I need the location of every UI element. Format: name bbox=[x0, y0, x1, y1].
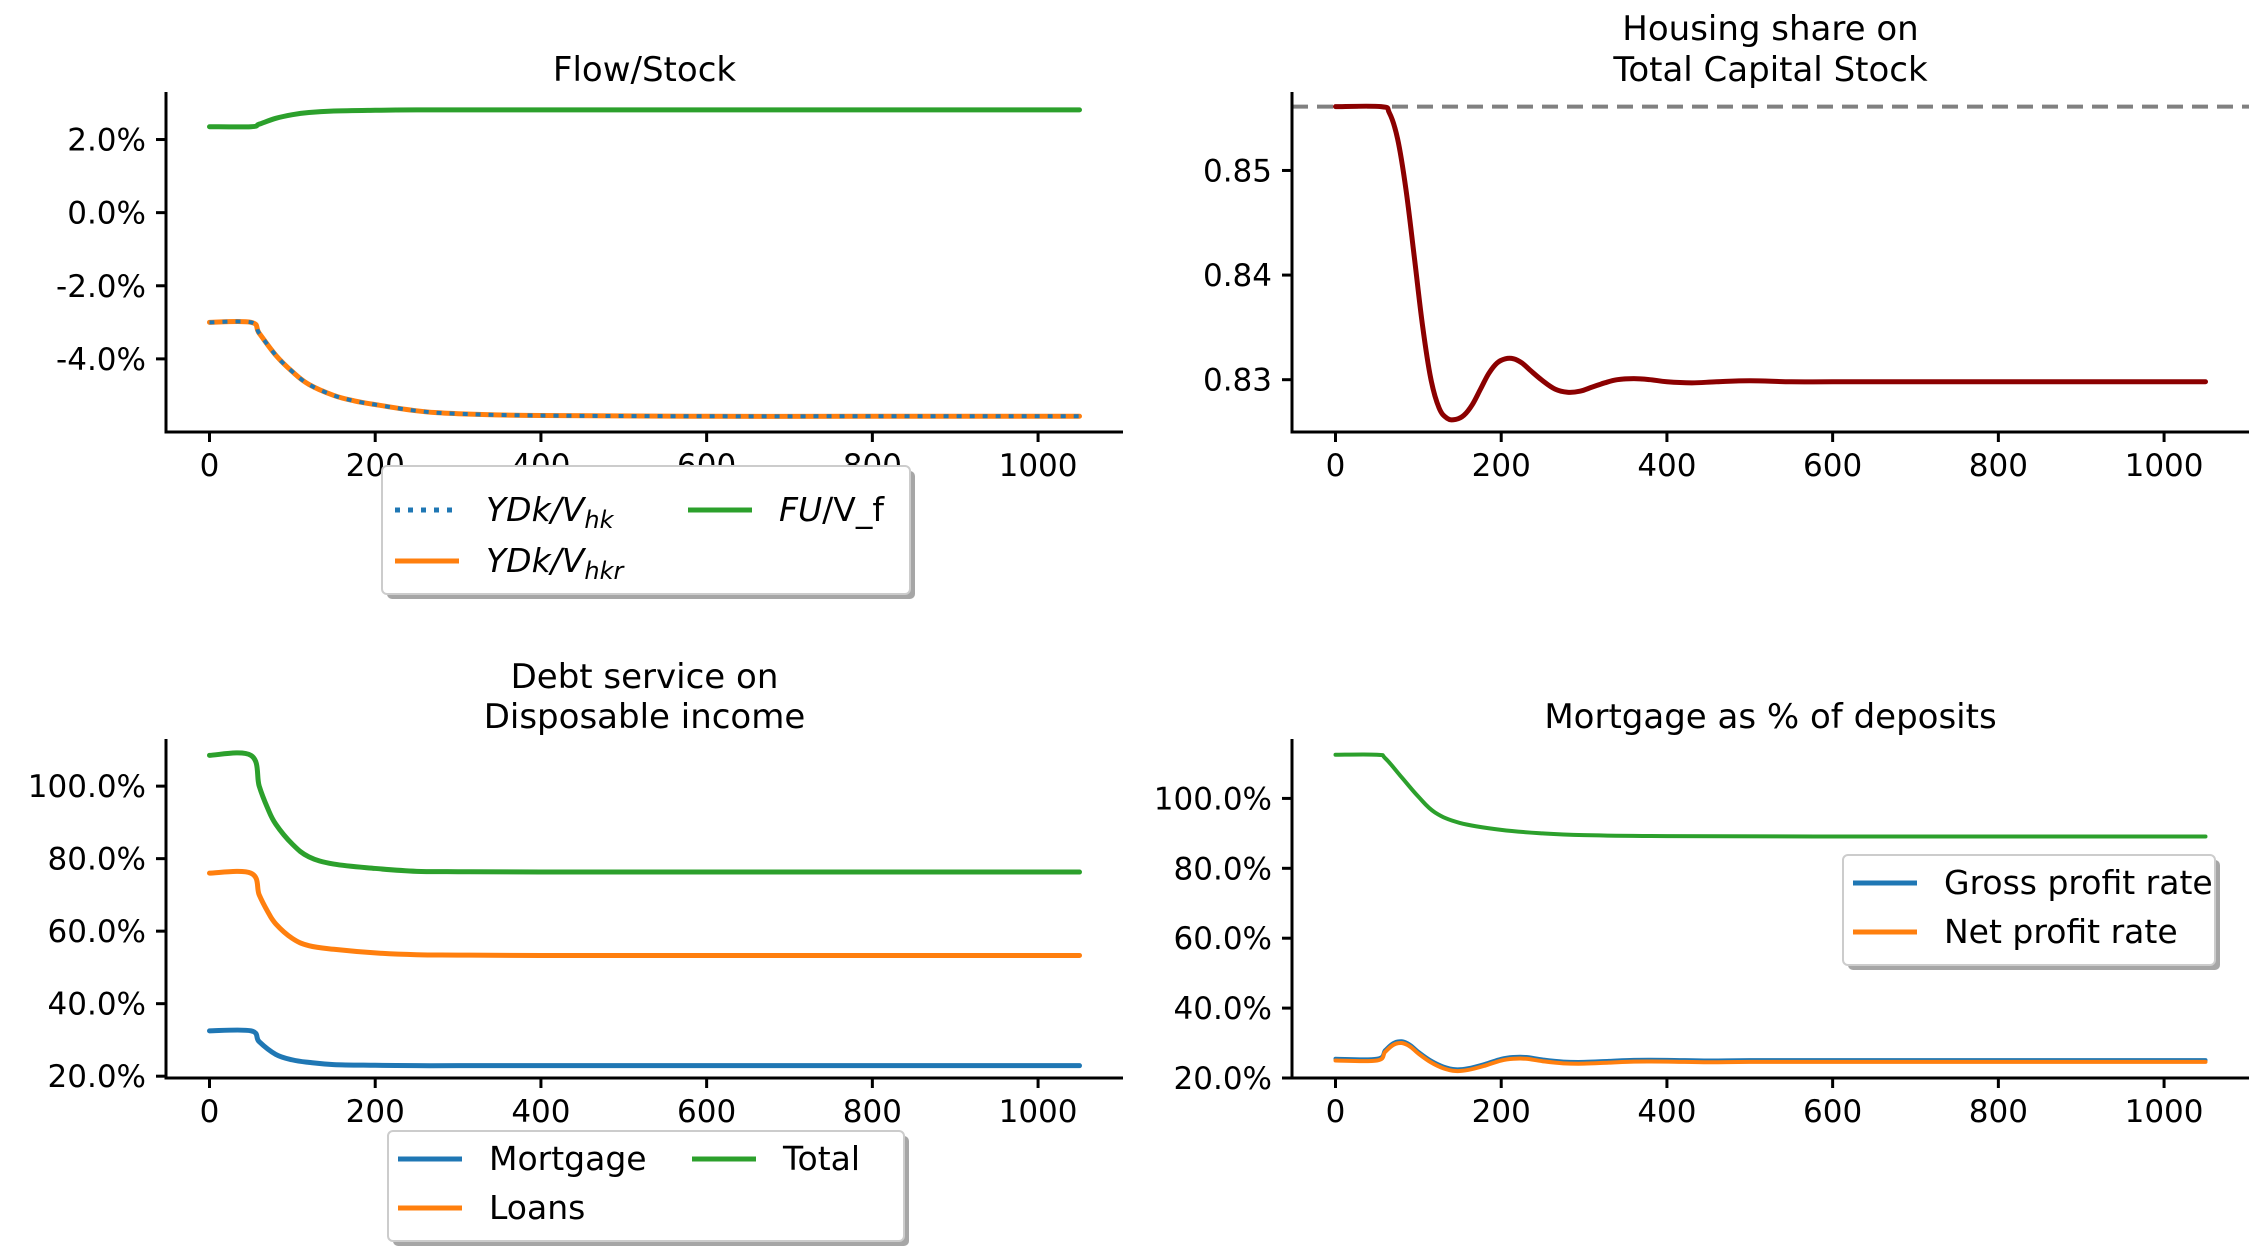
legend-label: Mortgage bbox=[489, 1139, 647, 1178]
legend-frame bbox=[387, 1130, 905, 1242]
y-tick-label: 0.83 bbox=[1203, 363, 1272, 399]
x-tick-label: 800 bbox=[1969, 1094, 2028, 1130]
x-tick-label: 600 bbox=[1803, 1094, 1862, 1130]
legend-frame bbox=[1842, 854, 2216, 966]
flow-stock-chart: Flow/Stock020040060080010002.0%0.0%-2.0%… bbox=[56, 50, 1123, 599]
y-tick-label: 60.0% bbox=[1174, 921, 1272, 957]
x-tick-label: 600 bbox=[677, 1094, 736, 1130]
x-tick-label: 0 bbox=[200, 1094, 220, 1130]
y-tick-label: 0.85 bbox=[1203, 153, 1272, 189]
series-line bbox=[1333, 752, 2208, 839]
y-tick-label: -4.0% bbox=[56, 342, 146, 378]
series-line bbox=[207, 868, 1082, 958]
y-tick-label: 60.0% bbox=[48, 914, 146, 950]
y-tick-label: 100.0% bbox=[1154, 781, 1272, 817]
series-group bbox=[207, 750, 1082, 1069]
x-tick-label: 800 bbox=[1969, 448, 2028, 484]
x-tick-label: 1000 bbox=[999, 448, 1078, 484]
chart-title-line: Flow/Stock bbox=[553, 50, 736, 90]
series-line bbox=[207, 318, 1082, 419]
chart-title-line: Debt service on bbox=[511, 657, 779, 697]
series-group bbox=[1333, 103, 2208, 423]
y-tick-label: 0.84 bbox=[1203, 258, 1272, 294]
legend: YDk/Vhk YDk/Vhkr FU/V_f bbox=[381, 465, 915, 599]
x-tick-label: 0 bbox=[1326, 1094, 1346, 1130]
x-tick-label: 400 bbox=[511, 1094, 570, 1130]
legend-label: Net profit rate bbox=[1944, 912, 2178, 951]
legend-label: Total bbox=[782, 1139, 860, 1178]
legend-label: YDk/Vhk bbox=[486, 490, 615, 534]
y-tick-label: 40.0% bbox=[1174, 991, 1272, 1027]
legend: Gross profit rate Net profit rate bbox=[1842, 854, 2220, 970]
y-tick-label: 80.0% bbox=[48, 842, 146, 878]
x-tick-label: 200 bbox=[1472, 1094, 1531, 1130]
y-tick-label: -2.0% bbox=[56, 269, 146, 305]
y-tick-label: 20.0% bbox=[1174, 1061, 1272, 1097]
series-line bbox=[1333, 1039, 2208, 1072]
y-tick-label: 2.0% bbox=[67, 123, 146, 159]
series-group bbox=[207, 107, 1082, 419]
chart-title-line: Total Capital Stock bbox=[1612, 50, 1928, 90]
series-line bbox=[1333, 103, 2208, 423]
x-tick-label: 0 bbox=[200, 448, 220, 484]
y-tick-label: 20.0% bbox=[48, 1059, 146, 1095]
x-tick-label: 800 bbox=[843, 1094, 902, 1130]
y-tick-label: 40.0% bbox=[48, 987, 146, 1023]
series-line bbox=[1333, 1040, 2208, 1074]
legend-label: Loans bbox=[489, 1188, 585, 1227]
x-tick-label: 600 bbox=[1803, 448, 1862, 484]
legend-label: YDk/Vhkr bbox=[486, 541, 625, 585]
legend-label: FU/V_f bbox=[779, 490, 885, 529]
x-tick-label: 1000 bbox=[999, 1094, 1078, 1130]
x-tick-label: 0 bbox=[1326, 448, 1346, 484]
series-line bbox=[209, 319, 1080, 419]
series-group bbox=[1333, 752, 2208, 1074]
x-tick-label: 400 bbox=[1637, 1094, 1696, 1130]
x-tick-label: 1000 bbox=[2125, 1094, 2204, 1130]
legend: Mortgage Loans Total bbox=[387, 1130, 909, 1246]
chart-title-line: Housing share on bbox=[1622, 9, 1918, 49]
y-tick-label: 100.0% bbox=[28, 769, 146, 805]
chart-title-line: Disposable income bbox=[484, 697, 806, 737]
x-tick-label: 200 bbox=[346, 1094, 405, 1130]
x-tick-label: 200 bbox=[1472, 448, 1531, 484]
chart-title-line: Mortgage as % of deposits bbox=[1544, 697, 1996, 737]
series-line bbox=[207, 1027, 1082, 1069]
legend-frame bbox=[381, 465, 911, 595]
series-line bbox=[207, 107, 1082, 130]
x-tick-label: 1000 bbox=[2125, 448, 2204, 484]
x-tick-label: 400 bbox=[1637, 448, 1696, 484]
mortgage-deposits-chart: Mortgage as % of deposits 0 200 400 600 800 10… bbox=[1154, 697, 2249, 1130]
series-line bbox=[207, 750, 1082, 875]
legend-label: Gross profit rate bbox=[1944, 863, 2213, 902]
y-tick-label: 0.0% bbox=[67, 196, 146, 232]
y-tick-label: 80.0% bbox=[1174, 851, 1272, 887]
